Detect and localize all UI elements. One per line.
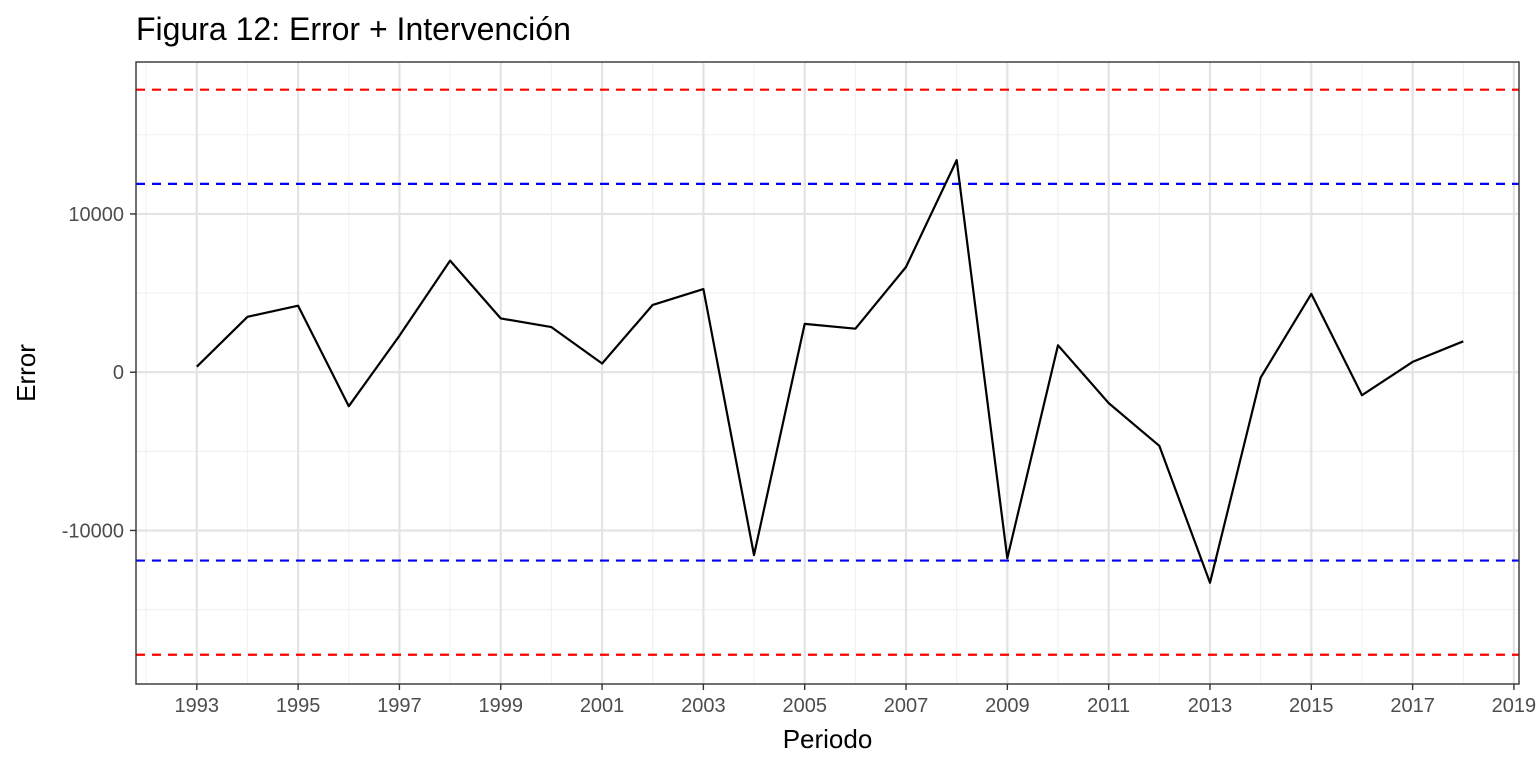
x-tick-label: 2017: [1390, 695, 1435, 717]
y-tick-label: -10000: [62, 520, 124, 542]
y-tick-label: 0: [113, 362, 124, 384]
x-tick-label: 1999: [478, 695, 523, 717]
x-axis-title: Periodo: [783, 724, 873, 754]
y-axis: -10000 0 10000: [62, 204, 136, 542]
series-group: [196, 159, 1464, 584]
x-axis: 1993 1995 1997 1999 2001 2003 2005 2007 2009 2011…: [175, 684, 1536, 717]
series-line: [196, 159, 1464, 584]
x-tick-label: 2009: [985, 695, 1030, 717]
x-tick-label: 2007: [884, 695, 929, 717]
x-tick-label: 2011: [1087, 695, 1130, 717]
chart-title: Figura 12: Error + Intervención: [136, 11, 571, 47]
x-tick-label: 2013: [1188, 695, 1233, 717]
x-tick-label: 2003: [681, 695, 726, 717]
reference-lines: [136, 88, 1519, 656]
y-axis-title: Error: [11, 344, 41, 402]
panel-border: [135, 61, 1520, 685]
x-tick-label: 2005: [782, 695, 827, 717]
x-tick-label: 1997: [377, 695, 422, 717]
y-tick-label: 10000: [68, 204, 124, 226]
x-tick-label: 1995: [276, 695, 321, 717]
x-tick-label: 1993: [175, 695, 220, 717]
x-tick-label: 2019: [1492, 695, 1536, 717]
x-tick-label: 2001: [580, 695, 625, 717]
x-tick-label: 2015: [1289, 695, 1334, 717]
